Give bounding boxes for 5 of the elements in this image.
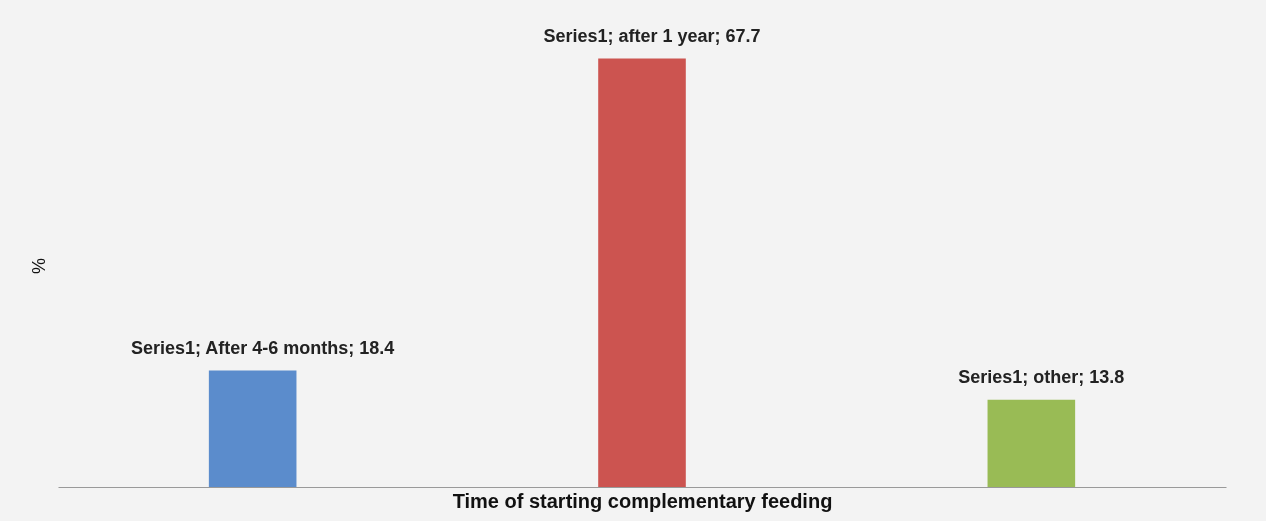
x-axis-title: Time of starting complementary feeding <box>452 489 833 512</box>
data-label: Series1; After 4-6 months; 18.4 <box>130 337 395 358</box>
data-label: Series1; other; 13.8 <box>958 366 1125 387</box>
y-axis-title: % <box>28 257 49 275</box>
data-label: Series1; after 1 year; 67.7 <box>543 25 761 46</box>
